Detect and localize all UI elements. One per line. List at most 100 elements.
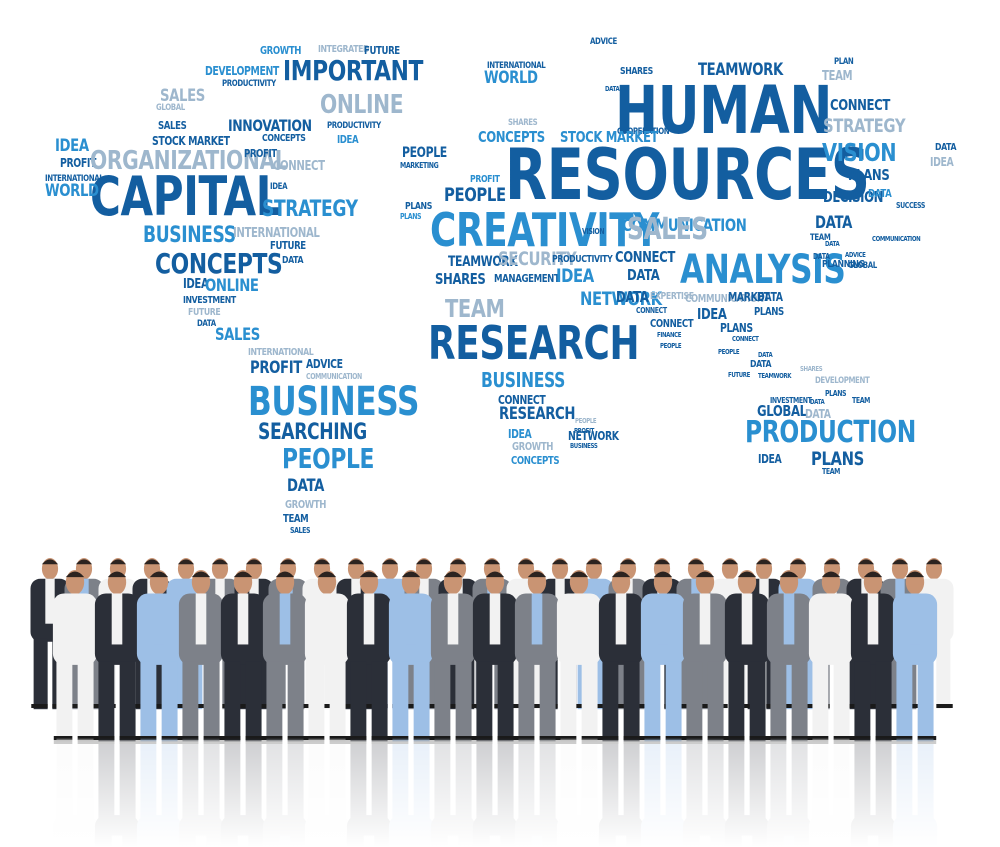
map-word: PEOPLE	[282, 442, 375, 475]
map-word: TEAM	[810, 233, 831, 243]
map-word: DATA	[627, 266, 660, 284]
map-word: BUSINESS	[481, 368, 565, 392]
map-word: PLANS	[811, 448, 864, 470]
person	[52, 570, 98, 742]
map-word: COMMUNICATION	[685, 292, 764, 305]
person	[892, 570, 938, 742]
map-word: DATA	[815, 213, 852, 233]
map-word: INTERNATIONAL	[233, 226, 320, 241]
person	[346, 570, 392, 742]
map-word: PRODUCTIVITY	[552, 254, 613, 265]
map-word: SALES	[215, 325, 260, 345]
map-word: PLANS	[825, 389, 847, 398]
map-word: PEOPLE	[402, 145, 447, 161]
map-word: INTEGRATED	[318, 44, 370, 55]
map-word: HUMAN	[615, 72, 833, 149]
map-word: DATA	[810, 398, 825, 406]
map-word: PLANS	[754, 305, 784, 318]
map-word: TEAMWORK	[698, 60, 783, 80]
map-word: PROFIT	[244, 147, 277, 160]
map-word: IDEA	[337, 133, 359, 146]
map-word: SALES	[627, 212, 708, 247]
map-word: VISION	[822, 138, 897, 167]
map-word: NETWORK	[568, 429, 619, 443]
map-word: GROWTH	[285, 498, 327, 511]
map-word: DATA	[282, 255, 304, 266]
person	[262, 570, 308, 742]
map-word: PLANNING	[822, 259, 865, 270]
map-word: INNOVATION	[228, 116, 312, 135]
map-word: TEAMWORK	[758, 372, 792, 380]
map-word: SECURITY	[498, 248, 577, 270]
person	[682, 570, 728, 742]
map-word: STRATEGY	[823, 115, 906, 137]
map-word: DATA	[616, 288, 649, 306]
person	[808, 570, 854, 742]
map-word: WORLD	[484, 68, 538, 88]
map-word: ORGANIZATIONAL	[90, 146, 288, 176]
map-word: CONCEPTS	[511, 454, 560, 467]
map-word: ADVICE	[306, 357, 343, 371]
person	[178, 570, 224, 742]
map-word: INTERNATIONAL	[45, 174, 104, 184]
map-word: INTERNATIONAL	[248, 347, 314, 358]
map-word: DATA	[197, 319, 216, 329]
person	[430, 570, 476, 742]
person	[136, 570, 182, 742]
map-word: STOCK MARKET	[152, 134, 230, 148]
map-word: IDEA	[270, 182, 288, 192]
map-word: CONNECT	[615, 248, 675, 266]
map-word: GLOBAL	[848, 261, 877, 271]
map-word: DATA	[805, 407, 831, 421]
map-word: DATA	[758, 351, 773, 359]
map-word: DATA	[935, 142, 957, 153]
map-word: GLOBAL	[156, 103, 185, 113]
map-word: VISION	[582, 227, 605, 236]
map-word: IDEA	[508, 427, 532, 441]
map-word: PLANS	[405, 201, 432, 212]
map-word: STOCK MARKET	[560, 128, 659, 146]
map-word: ADVICE	[845, 251, 866, 259]
map-word: DATA	[813, 252, 830, 261]
map-word: FUTURE	[364, 44, 400, 57]
person	[220, 570, 266, 742]
map-word: SHARES	[800, 365, 823, 373]
world-map-word-cloud: HUMAN RESOURCES CAPITAL CREATIVITY ANALYSIS R…	[45, 37, 957, 535]
map-word: ONLINE	[205, 276, 259, 296]
map-word: BUSINESS	[248, 379, 420, 425]
map-word: TEAM	[822, 69, 853, 84]
map-word: CONNECT	[732, 335, 759, 343]
map-word: ANALYSIS	[680, 247, 846, 293]
map-word: TEAM	[283, 512, 309, 525]
map-word: CONCEPTS	[155, 247, 283, 280]
map-word: SHARES	[435, 270, 486, 288]
map-word: MANAGEMENT	[494, 272, 560, 285]
map-word: SHARES	[620, 66, 653, 77]
map-word: TEAM	[822, 467, 841, 476]
map-word: FUTURE	[270, 239, 306, 252]
map-word: MARKET	[728, 290, 770, 304]
map-word: CONCEPTS	[262, 133, 306, 144]
map-word: SALES	[160, 86, 205, 106]
map-word: DECISION	[823, 188, 884, 206]
map-word: TEAMWORK	[448, 254, 518, 270]
map-word: INVESTMENT	[183, 295, 236, 306]
map-word: SUCCESS	[896, 201, 925, 210]
map-word: GROWTH	[260, 44, 302, 57]
map-word: IDEA	[758, 452, 782, 466]
map-word: CONNECT	[636, 306, 667, 315]
map-word: SHARES	[508, 118, 538, 128]
map-word: FINANCE	[657, 331, 682, 339]
map-word: DATA	[868, 187, 892, 200]
map-word: IDEA	[930, 155, 954, 169]
map-word: PLANS	[848, 166, 890, 184]
map-word: CREATIVITY	[430, 203, 659, 257]
map-word: IMPORTANT	[283, 54, 424, 87]
map-word: PROFIT	[60, 156, 96, 170]
person	[304, 570, 350, 742]
map-word: COMMUNICATION	[306, 372, 362, 381]
map-word: DATA	[605, 85, 620, 93]
map-word: PROFIT	[250, 358, 302, 378]
map-word: CAPITAL	[90, 165, 283, 228]
map-word: ADVICE	[590, 37, 617, 47]
